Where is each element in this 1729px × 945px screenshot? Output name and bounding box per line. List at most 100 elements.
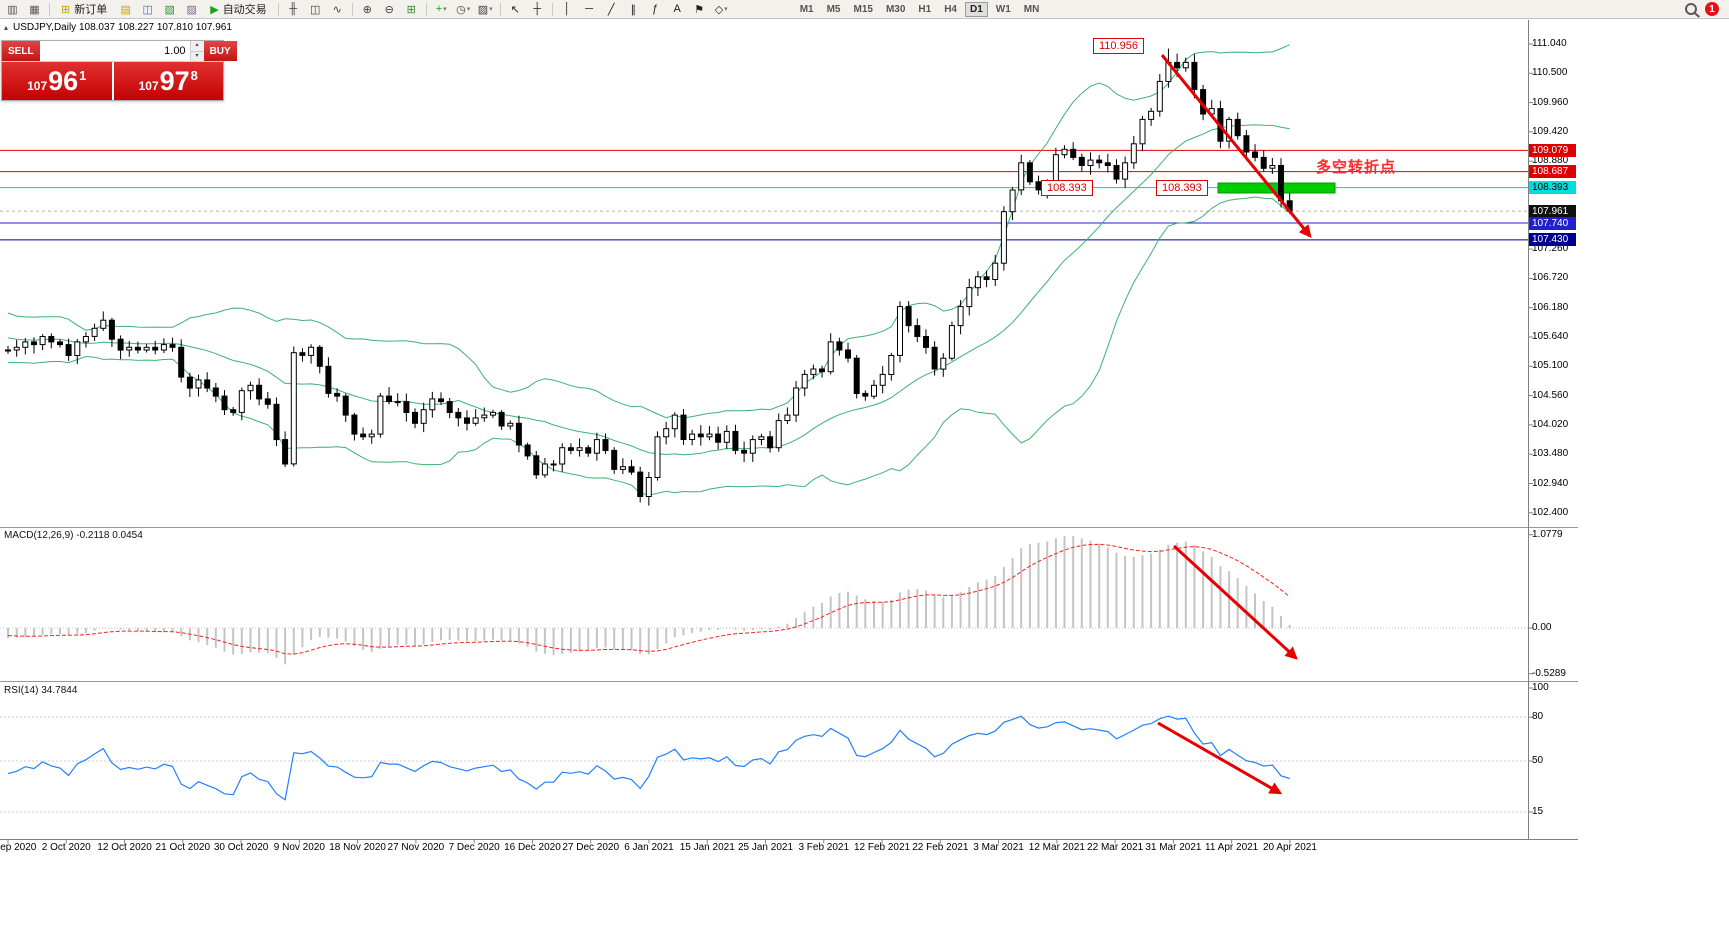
label-icon[interactable]: ⚑ [689, 1, 710, 17]
price-hlines[interactable] [0, 149, 1528, 241]
tile-windows-icon[interactable]: ⊞ [401, 1, 422, 17]
macd-indicator-label: MACD(12,26,9) -0.2118 0.0454 [4, 530, 143, 541]
sell-button[interactable]: SELL [2, 41, 40, 61]
buy-price-fraction: 8 [190, 68, 198, 83]
dropdown-arrow-icon: ▾ [466, 6, 471, 13]
rsi-indicator-label: RSI(14) 34.7844 [4, 685, 78, 696]
timeframe-mn[interactable]: MN [1019, 2, 1045, 17]
bar-chart-icon-glyph: ╫ [289, 3, 298, 15]
timeframe-m30[interactable]: M30 [881, 2, 910, 17]
tile-windows-icon-glyph: ⊞ [406, 3, 416, 16]
timeframe-m15[interactable]: M15 [849, 2, 878, 17]
volume-input[interactable] [39, 41, 190, 61]
navigator-icon-glyph: ▧ [164, 3, 175, 16]
market-watch-icon-glyph: ▤ [120, 3, 131, 16]
sell-price-pips: 96 [48, 65, 79, 96]
text-icon[interactable]: A [667, 1, 688, 17]
buy-price-pips: 97 [159, 65, 190, 96]
profiles-icon[interactable]: ▦ [24, 1, 45, 17]
label-icon-glyph: ⚑ [694, 3, 705, 16]
new-order-button-label: 新订单 [74, 4, 108, 16]
periods-icon[interactable]: ◷ ▾ [453, 1, 474, 17]
vertical-line-icon-glyph: │ [563, 3, 571, 15]
search-icon[interactable] [1685, 3, 1697, 15]
sell-price[interactable]: 107 96 1 [2, 62, 112, 100]
macd-panel [0, 535, 1528, 665]
dropdown-arrow-icon: ▾ [724, 6, 728, 13]
candlestick-chart-icon-glyph: ◫ [309, 3, 321, 16]
volume-down-button[interactable]: ▾ [190, 51, 204, 61]
navigator-icon[interactable]: ▧ [159, 1, 180, 17]
candlestick-series [5, 48, 1293, 506]
dropdown-arrow-icon: ▾ [489, 6, 493, 13]
profiles-icon-glyph: ▦ [29, 3, 40, 16]
toolbar-main-group: ▥ ▦ ⊞ 新订单 ▤ ◫ ▧ ▨ ▶ 自动交易 ╫ ◫ ∿ ⊕ ⊖ ⊞ + ▾ ◷ ▾ ▨ ▾ ↖ ┼ │ ─ ╱ ∥ ƒ A ⚑ ◇ ▾ M1… [2, 0, 1045, 18]
terminal-icon[interactable]: ▨ [181, 1, 202, 17]
toolbar-separator [551, 2, 553, 16]
cursor-icon-glyph: ↖ [510, 3, 520, 16]
trendline-icon-glyph: ╱ [607, 3, 615, 16]
timeframe-m5[interactable]: M5 [822, 2, 846, 17]
timeframe-d1[interactable]: D1 [965, 1, 988, 17]
trade-controls-row: SELL ▴ ▾ BUY [2, 41, 237, 62]
new-order-button[interactable]: ⊞ 新订单 [54, 1, 114, 17]
highlight-zone[interactable] [1217, 182, 1336, 194]
crosshair-icon[interactable]: ┼ [527, 1, 548, 17]
trend-arrows[interactable] [1157, 54, 1312, 795]
bar-chart-icon[interactable]: ╫ [283, 1, 304, 17]
new-chart-icon-glyph: ▥ [7, 3, 18, 16]
market-watch-icon[interactable]: ▤ [115, 1, 136, 17]
terminal-icon-glyph: ▨ [186, 3, 197, 16]
panel-axes[interactable] [0, 20, 1578, 844]
one-click-collapse-icon[interactable]: ▴ [4, 23, 9, 32]
symbol-info-line: ▴ USDJPY,Daily 108.037 108.227 107.810 1… [4, 22, 232, 33]
line-chart-icon[interactable]: ∿ [327, 1, 348, 17]
toolbar-separator [277, 2, 279, 16]
buy-price-int: 107 [138, 78, 159, 93]
zoom-out-icon-glyph: ⊖ [384, 3, 394, 16]
volume-spinner: ▴ ▾ [189, 41, 204, 61]
vertical-line-icon[interactable]: │ [557, 1, 578, 17]
indicators-icon-glyph: + [435, 3, 443, 15]
sell-price-int: 107 [27, 78, 48, 93]
auto-trading-button[interactable]: ▶ 自动交易 [203, 1, 273, 17]
volume-field: ▴ ▾ [39, 41, 204, 61]
channel-icon[interactable]: ∥ [623, 1, 644, 17]
symbol-ohlc-text: USDJPY,Daily 108.037 108.227 107.810 107… [13, 22, 232, 33]
fibonacci-icon[interactable]: ƒ [645, 1, 666, 17]
zoom-in-icon[interactable]: ⊕ [357, 1, 378, 17]
dropdown-arrow-icon: ▾ [443, 6, 447, 13]
timeframe-h4[interactable]: H4 [939, 2, 962, 17]
templates-icon[interactable]: ▨ ▾ [475, 1, 496, 17]
cursor-icon[interactable]: ↖ [505, 1, 526, 17]
new-chart-icon[interactable]: ▥ [2, 1, 23, 17]
indicators-icon[interactable]: + ▾ [431, 1, 452, 17]
templates-icon-glyph: ▨ [477, 3, 489, 16]
timeframe-w1[interactable]: W1 [991, 2, 1016, 17]
periods-icon-glyph: ◷ [456, 3, 466, 16]
notification-badge[interactable]: 1 [1705, 2, 1719, 16]
timeframe-m1[interactable]: M1 [795, 2, 819, 17]
buy-button[interactable]: BUY [203, 41, 237, 61]
shapes-icon[interactable]: ◇ ▾ [711, 1, 732, 17]
timeframe-h1[interactable]: H1 [913, 2, 936, 17]
trendline-icon[interactable]: ╱ [601, 1, 622, 17]
candlestick-chart-icon[interactable]: ◫ [305, 1, 326, 17]
buy-price[interactable]: 107 97 8 [113, 62, 223, 100]
horizontal-line-icon[interactable]: ─ [579, 1, 600, 17]
bollinger-bands [7, 44, 1291, 496]
zoom-out-icon[interactable]: ⊖ [379, 1, 400, 17]
one-click-trading-panel: SELL ▴ ▾ BUY 107 96 1 107 97 8 [1, 40, 237, 101]
volume-up-button[interactable]: ▴ [190, 41, 204, 52]
rsi-panel [0, 715, 1528, 813]
toolbar-right-group: 1 [1685, 2, 1727, 16]
line-chart-icon-glyph: ∿ [332, 3, 342, 16]
toolbar-separator [425, 2, 427, 16]
data-window-icon[interactable]: ◫ [137, 1, 158, 17]
shapes-icon-glyph: ◇ [714, 3, 724, 16]
horizontal-line-icon-glyph: ─ [585, 3, 594, 15]
auto-trading-button-glyph: ▶ [210, 3, 219, 16]
fibonacci-icon-glyph: ƒ [652, 3, 659, 15]
